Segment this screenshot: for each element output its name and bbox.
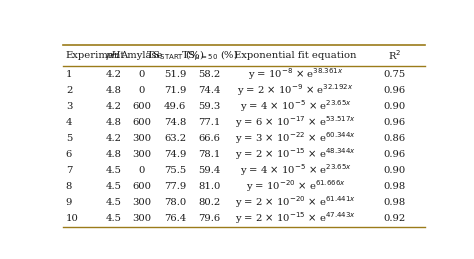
Text: 77.9: 77.9 xyxy=(164,182,186,191)
Text: 300: 300 xyxy=(132,134,151,143)
Text: y = 4 $\times$ 10$^{-5}$ $\times$ e$^{23.65x}$: y = 4 $\times$ 10$^{-5}$ $\times$ e$^{23… xyxy=(239,162,352,178)
Text: 0.90: 0.90 xyxy=(383,102,406,111)
Text: 4.2: 4.2 xyxy=(105,69,121,78)
Text: 0: 0 xyxy=(138,69,145,78)
Text: 71.9: 71.9 xyxy=(164,85,186,95)
Text: 8: 8 xyxy=(66,182,72,191)
Text: Amylase: Amylase xyxy=(120,51,163,60)
Text: 3: 3 xyxy=(66,102,72,111)
Text: 4.5: 4.5 xyxy=(105,182,121,191)
Text: 6: 6 xyxy=(66,150,72,159)
Text: pH: pH xyxy=(106,51,121,60)
Text: TS$_{\rm START}$ (%): TS$_{\rm START}$ (%) xyxy=(146,49,204,62)
Text: 77.1: 77.1 xyxy=(199,118,221,127)
Text: 4: 4 xyxy=(66,118,73,127)
Text: 600: 600 xyxy=(132,182,151,191)
Text: 59.3: 59.3 xyxy=(199,102,221,111)
Text: 9: 9 xyxy=(66,198,72,207)
Text: 76.4: 76.4 xyxy=(164,214,186,223)
Text: 49.6: 49.6 xyxy=(164,102,186,111)
Text: 5: 5 xyxy=(66,134,72,143)
Text: y = 2 $\times$ 10$^{-15}$ $\times$ e$^{47.443x}$: y = 2 $\times$ 10$^{-15}$ $\times$ e$^{4… xyxy=(235,211,356,226)
Text: 4.5: 4.5 xyxy=(105,166,121,175)
Text: 2: 2 xyxy=(66,85,72,95)
Text: y = 3 $\times$ 10$^{-22}$ $\times$ e$^{60.344x}$: y = 3 $\times$ 10$^{-22}$ $\times$ e$^{6… xyxy=(235,130,356,146)
Text: 300: 300 xyxy=(132,214,151,223)
Text: y = 4 $\times$ 10$^{-5}$ $\times$ e$^{23.65x}$: y = 4 $\times$ 10$^{-5}$ $\times$ e$^{23… xyxy=(239,98,352,114)
Text: 79.6: 79.6 xyxy=(199,214,221,223)
Text: 0.86: 0.86 xyxy=(383,134,406,143)
Text: 600: 600 xyxy=(132,102,151,111)
Text: 4.5: 4.5 xyxy=(105,214,121,223)
Text: 4.8: 4.8 xyxy=(105,150,121,159)
Text: y = 10$^{-8}$ $\times$ e$^{38.361x}$: y = 10$^{-8}$ $\times$ e$^{38.361x}$ xyxy=(248,66,343,82)
Text: 300: 300 xyxy=(132,150,151,159)
Text: 0.90: 0.90 xyxy=(383,166,406,175)
Text: 600: 600 xyxy=(132,118,151,127)
Text: Exponential fit equation: Exponential fit equation xyxy=(234,51,357,60)
Text: y = 6 $\times$ 10$^{-17}$ $\times$ e$^{53.517x}$: y = 6 $\times$ 10$^{-17}$ $\times$ e$^{5… xyxy=(235,114,356,130)
Text: Experiment: Experiment xyxy=(66,51,125,60)
Text: y = 10$^{-20}$ $\times$ e$^{61.666x}$: y = 10$^{-20}$ $\times$ e$^{61.666x}$ xyxy=(246,178,346,194)
Text: 78.1: 78.1 xyxy=(199,150,221,159)
Text: y = 2 $\times$ 10$^{-15}$ $\times$ e$^{48.344x}$: y = 2 $\times$ 10$^{-15}$ $\times$ e$^{4… xyxy=(235,146,356,162)
Text: 78.0: 78.0 xyxy=(164,198,186,207)
Text: 80.2: 80.2 xyxy=(199,198,221,207)
Text: R$^{2}$: R$^{2}$ xyxy=(388,49,401,62)
Text: 4.8: 4.8 xyxy=(105,85,121,95)
Text: 66.6: 66.6 xyxy=(199,134,220,143)
Text: 4.2: 4.2 xyxy=(105,134,121,143)
Text: 10: 10 xyxy=(66,214,79,223)
Text: 63.2: 63.2 xyxy=(164,134,186,143)
Text: 74.4: 74.4 xyxy=(199,85,221,95)
Text: y = 2 $\times$ 10$^{-20}$ $\times$ e$^{61.441x}$: y = 2 $\times$ 10$^{-20}$ $\times$ e$^{6… xyxy=(235,195,356,210)
Text: 51.9: 51.9 xyxy=(164,69,186,78)
Text: 75.5: 75.5 xyxy=(164,166,186,175)
Text: 0.98: 0.98 xyxy=(383,182,406,191)
Text: 0: 0 xyxy=(138,166,145,175)
Text: 7: 7 xyxy=(66,166,72,175)
Text: 0.96: 0.96 xyxy=(383,85,406,95)
Text: 1: 1 xyxy=(66,69,73,78)
Text: 0.92: 0.92 xyxy=(383,214,406,223)
Text: 0.96: 0.96 xyxy=(383,150,406,159)
Text: 4.8: 4.8 xyxy=(105,118,121,127)
Text: 300: 300 xyxy=(132,198,151,207)
Text: 0.75: 0.75 xyxy=(383,69,406,78)
Text: 0.96: 0.96 xyxy=(383,118,406,127)
Text: 59.4: 59.4 xyxy=(199,166,221,175)
Text: 74.8: 74.8 xyxy=(164,118,186,127)
Text: TS$_{\mu=50}$ (%): TS$_{\mu=50}$ (%) xyxy=(181,48,238,63)
Text: 4.2: 4.2 xyxy=(105,102,121,111)
Text: 74.9: 74.9 xyxy=(164,150,186,159)
Text: 58.2: 58.2 xyxy=(199,69,221,78)
Text: 0: 0 xyxy=(138,85,145,95)
Text: 81.0: 81.0 xyxy=(199,182,221,191)
Text: y = 2 $\times$ 10$^{-9}$ $\times$ e$^{32.192x}$: y = 2 $\times$ 10$^{-9}$ $\times$ e$^{32… xyxy=(237,82,354,98)
Text: 4.5: 4.5 xyxy=(105,198,121,207)
Text: 0.98: 0.98 xyxy=(383,198,406,207)
